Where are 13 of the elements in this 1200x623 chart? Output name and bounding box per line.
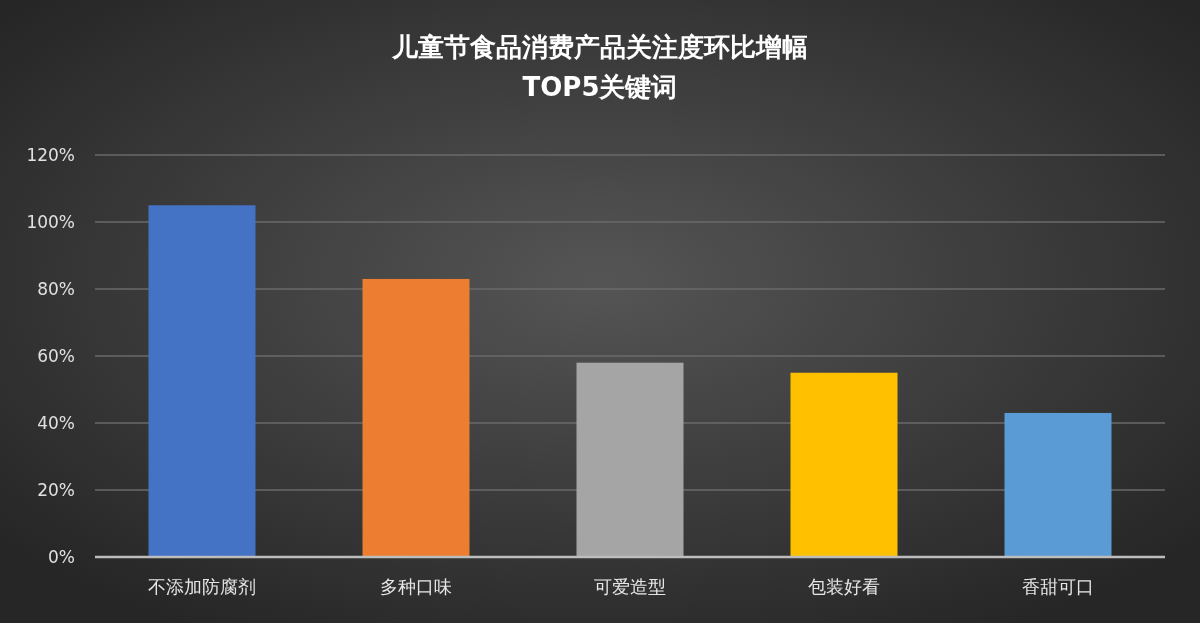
- x-tick-label: 包装好看: [808, 576, 880, 597]
- y-tick-label: 120%: [26, 145, 75, 165]
- chart-title: 儿童节食品消费产品关注度环比增幅TOP5关键词: [391, 32, 808, 102]
- x-tick-label: 香甜可口: [1022, 576, 1094, 597]
- y-tick-label: 40%: [37, 413, 75, 433]
- y-tick-label: 80%: [37, 279, 75, 299]
- y-tick-label: 100%: [26, 212, 75, 232]
- x-tick-label: 多种口味: [380, 576, 452, 597]
- x-tick-label: 不添加防腐剂: [148, 576, 256, 597]
- x-tick-label: 可爱造型: [594, 576, 666, 597]
- y-tick-label: 20%: [37, 480, 75, 500]
- y-tick-label: 0%: [48, 547, 75, 567]
- y-tick-label: 60%: [37, 346, 75, 366]
